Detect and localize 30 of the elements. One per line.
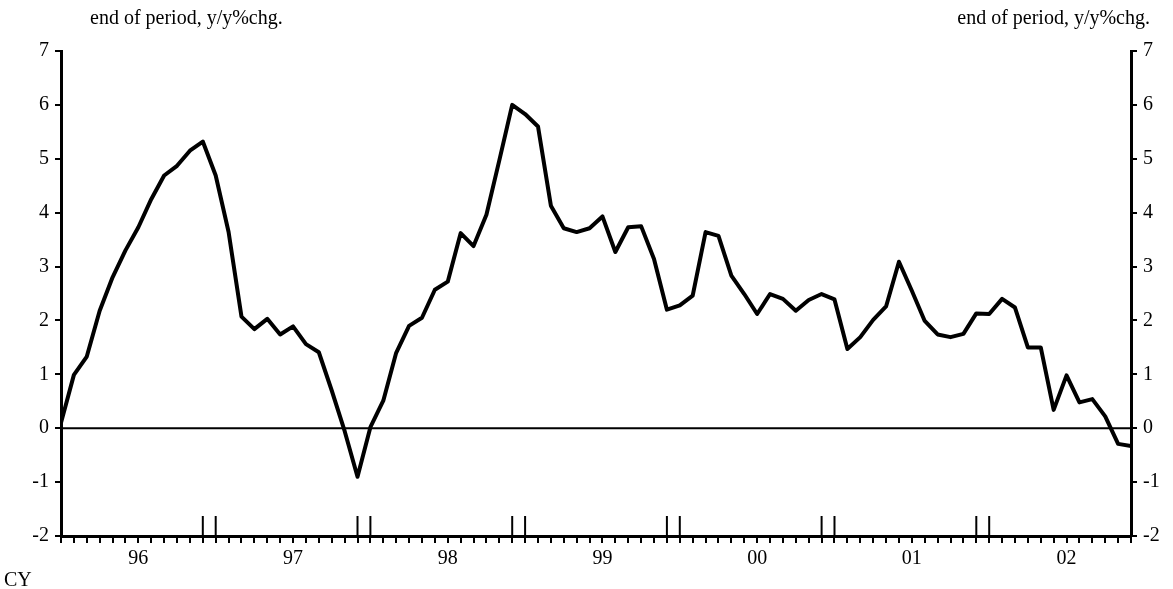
y2-tick-label: 4 <box>1143 199 1153 222</box>
y-tick-label: -2 <box>32 523 49 546</box>
y-tick-label: -1 <box>32 469 49 492</box>
x-tick-label: 99 <box>592 546 613 569</box>
x-tick-label: 01 <box>901 546 922 569</box>
y2-tick-label: 5 <box>1143 146 1153 169</box>
y-tick-label: 3 <box>39 253 49 276</box>
y-tick-label: 7 <box>39 38 49 61</box>
y-axis-title: end of period, y/y%chg. <box>90 6 283 30</box>
y2-tick-label: 0 <box>1143 415 1153 438</box>
y-tick-label: 5 <box>39 146 49 169</box>
y2-tick-label: 7 <box>1143 38 1153 61</box>
y2-axis-title: end of period, y/y%chg. <box>957 6 1150 30</box>
y2-tick-label: -1 <box>1143 469 1160 492</box>
y2-tick-label: 2 <box>1143 307 1153 330</box>
y-tick-label: 1 <box>39 361 49 384</box>
x-tick-label: 96 <box>128 546 149 569</box>
y-tick-label: 4 <box>39 199 49 222</box>
x-tick-label: 02 <box>1056 546 1077 569</box>
y-tick-label: 2 <box>39 307 49 330</box>
y2-tick-label: -2 <box>1143 523 1160 546</box>
y2-tick-label: 3 <box>1143 253 1153 276</box>
x-tick-label: 97 <box>283 546 304 569</box>
y-tick-label: 6 <box>39 92 49 115</box>
x-tick-label: 98 <box>437 546 458 569</box>
y2-tick-label: 6 <box>1143 92 1153 115</box>
y2-tick-label: 1 <box>1143 361 1153 384</box>
y-tick-label: 0 <box>39 415 49 438</box>
x-axis-title: CY <box>4 568 32 589</box>
x-tick-label: 00 <box>747 546 768 569</box>
